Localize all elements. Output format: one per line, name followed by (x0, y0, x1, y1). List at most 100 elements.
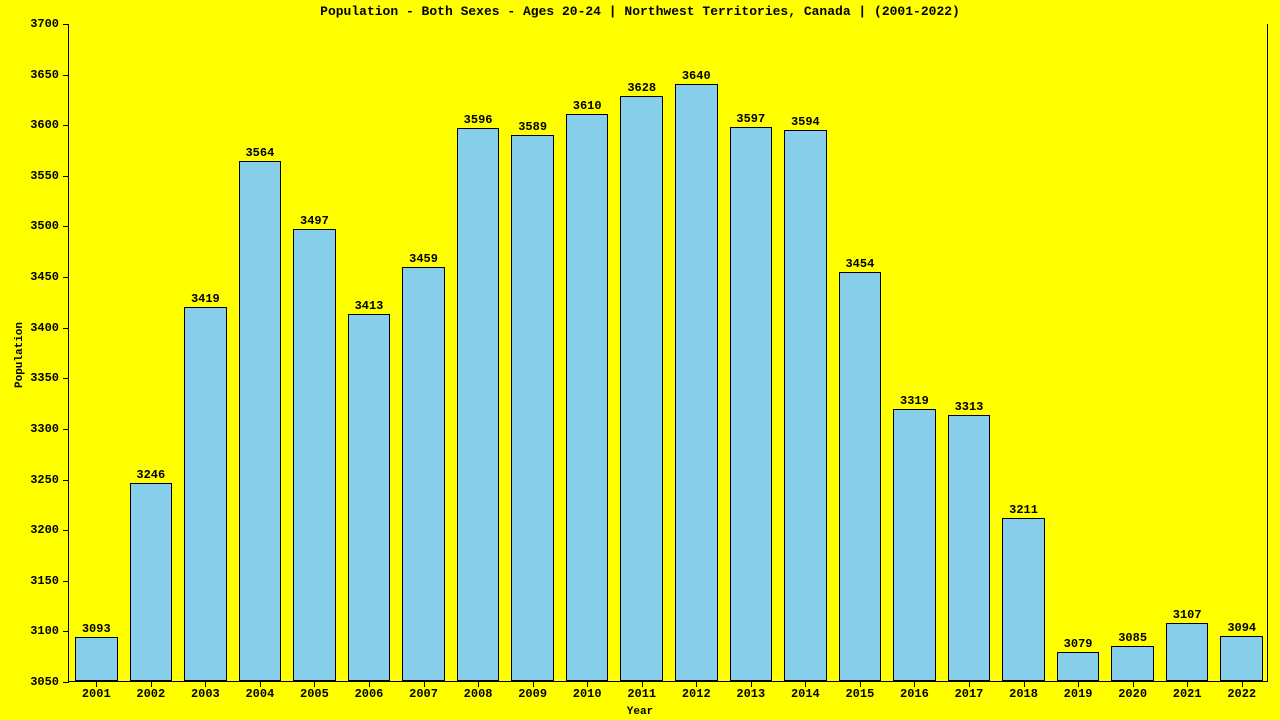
bar-slot: 34542015 (833, 23, 888, 681)
bar-value-label: 3093 (82, 622, 111, 636)
x-tick-label: 2006 (355, 687, 384, 701)
y-tick-label: 3350 (30, 371, 59, 385)
x-tick-label: 2012 (682, 687, 711, 701)
bar-value-label: 3079 (1064, 637, 1093, 651)
bar: 3413 (348, 314, 391, 681)
bar: 3596 (457, 128, 500, 681)
bar: 3313 (948, 415, 991, 681)
bar-value-label: 3107 (1173, 608, 1202, 622)
x-tick-label: 2003 (191, 687, 220, 701)
bar-slot: 30852020 (1105, 23, 1160, 681)
y-tick-label: 3500 (30, 219, 59, 233)
bar-slot: 30792019 (1051, 23, 1106, 681)
bar-value-label: 3497 (300, 214, 329, 228)
bar-slot: 35892009 (505, 23, 560, 681)
bar-value-label: 3628 (627, 81, 656, 95)
x-tick-label: 2007 (409, 687, 438, 701)
bar: 3319 (893, 409, 936, 681)
bar: 3594 (784, 130, 827, 681)
x-tick-label: 2001 (82, 687, 111, 701)
bar-value-label: 3596 (464, 113, 493, 127)
bar-value-label: 3594 (791, 115, 820, 129)
bar-slot: 36282011 (614, 23, 669, 681)
bar-slot: 34972005 (287, 23, 342, 681)
bar-slot: 32462002 (124, 23, 179, 681)
bar: 3419 (184, 307, 227, 681)
population-bar-chart: Population - Both Sexes - Ages 20-24 | N… (0, 0, 1280, 720)
chart-title: Population - Both Sexes - Ages 20-24 | N… (0, 4, 1280, 19)
bar-slot: 34192003 (178, 23, 233, 681)
y-tick-label: 3400 (30, 321, 59, 335)
x-tick-label: 2008 (464, 687, 493, 701)
x-tick-label: 2020 (1118, 687, 1147, 701)
bar-slot: 33192016 (887, 23, 942, 681)
bar: 3094 (1220, 636, 1263, 681)
y-tick-label: 3300 (30, 422, 59, 436)
x-axis-label: Year (0, 706, 1280, 718)
y-tick-label: 3100 (30, 624, 59, 638)
y-tick-label: 3450 (30, 270, 59, 284)
bar: 3459 (402, 267, 445, 681)
x-tick-label: 2018 (1009, 687, 1038, 701)
bar-slot: 31072021 (1160, 23, 1215, 681)
bar: 3640 (675, 84, 718, 681)
bar-value-label: 3094 (1227, 621, 1256, 635)
bar-value-label: 3454 (845, 257, 874, 271)
x-tick-label: 2005 (300, 687, 329, 701)
bar-value-label: 3246 (136, 468, 165, 482)
y-axis-label: Population (14, 322, 26, 388)
y-tick-label: 3050 (30, 675, 59, 689)
bar-value-label: 3610 (573, 99, 602, 113)
plot-area: 3050310031503200325033003350340034503500… (68, 24, 1268, 682)
y-tick-mark (63, 682, 69, 683)
bar-value-label: 3564 (245, 146, 274, 160)
bar-value-label: 3319 (900, 394, 929, 408)
x-tick-label: 2022 (1227, 687, 1256, 701)
bar-value-label: 3413 (355, 299, 384, 313)
x-tick-label: 2011 (627, 687, 656, 701)
bar: 3107 (1166, 623, 1209, 681)
x-tick-label: 2004 (245, 687, 274, 701)
bar-slot: 33132017 (942, 23, 997, 681)
bar-value-label: 3419 (191, 292, 220, 306)
bar: 3564 (239, 161, 282, 681)
bar-slot: 34592007 (396, 23, 451, 681)
bar-slot: 36402012 (669, 23, 724, 681)
bar-slot: 35962008 (451, 23, 506, 681)
x-tick-label: 2009 (518, 687, 547, 701)
bar-value-label: 3085 (1118, 631, 1147, 645)
bar-slot: 36102010 (560, 23, 615, 681)
x-tick-label: 2019 (1064, 687, 1093, 701)
y-tick-label: 3150 (30, 574, 59, 588)
bar-slot: 35972013 (724, 23, 779, 681)
bar-slot: 35642004 (233, 23, 288, 681)
bar-value-label: 3589 (518, 120, 547, 134)
x-tick-label: 2013 (736, 687, 765, 701)
bar: 3079 (1057, 652, 1100, 681)
bar: 3589 (511, 135, 554, 681)
bar-slot: 30932001 (69, 23, 124, 681)
bar-slot: 34132006 (342, 23, 397, 681)
bar-slot: 35942014 (778, 23, 833, 681)
y-tick-label: 3200 (30, 523, 59, 537)
bar: 3610 (566, 114, 609, 681)
bar: 3497 (293, 229, 336, 682)
x-tick-label: 2002 (136, 687, 165, 701)
y-tick-label: 3250 (30, 473, 59, 487)
bar: 3628 (620, 96, 663, 681)
x-tick-label: 2014 (791, 687, 820, 701)
x-tick-label: 2017 (955, 687, 984, 701)
bar-slot: 30942022 (1214, 23, 1269, 681)
bar-value-label: 3211 (1009, 503, 1038, 517)
x-tick-label: 2010 (573, 687, 602, 701)
y-tick-label: 3600 (30, 118, 59, 132)
bar: 3211 (1002, 518, 1045, 681)
x-tick-label: 2021 (1173, 687, 1202, 701)
bar: 3085 (1111, 646, 1154, 681)
bar-value-label: 3313 (955, 400, 984, 414)
bar-value-label: 3459 (409, 252, 438, 266)
x-tick-label: 2016 (900, 687, 929, 701)
bar: 3597 (730, 127, 773, 681)
bar-value-label: 3597 (736, 112, 765, 126)
y-tick-label: 3700 (30, 17, 59, 31)
